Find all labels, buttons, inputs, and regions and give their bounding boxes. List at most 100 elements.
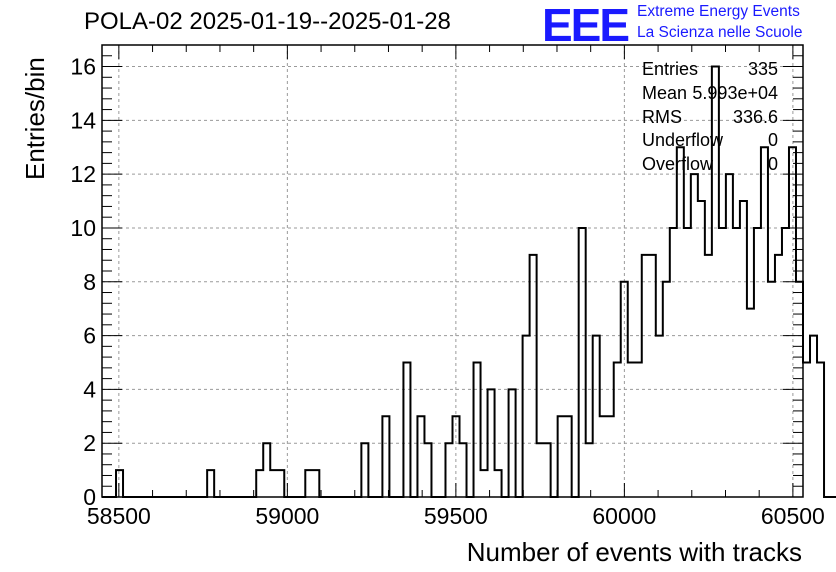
histogram-bin: [361, 443, 368, 497]
histogram-bin: [417, 416, 424, 497]
histogram-bin: [445, 443, 452, 497]
histogram-bin: [600, 416, 607, 497]
y-tick-label: 2: [83, 430, 96, 456]
histogram-bin: [684, 228, 691, 497]
histogram-bin: [116, 470, 123, 497]
stat-name: Overflow: [642, 154, 714, 175]
histogram-bin: [537, 443, 544, 497]
axis-ticks: [102, 45, 803, 498]
logo-line-1: Extreme Energy Events: [637, 3, 800, 20]
x-tick-label: 59500: [424, 503, 488, 529]
histogram-bin: [817, 362, 824, 497]
y-tick-label: 0: [83, 484, 96, 510]
histogram-bin: [460, 443, 467, 497]
histogram-bin: [670, 228, 677, 497]
histogram-bin: [789, 147, 796, 497]
histogram-bin: [403, 362, 410, 497]
histogram-bin: [698, 201, 705, 497]
histogram-bin: [312, 470, 319, 497]
stat-value: 0: [767, 154, 778, 175]
histogram-bin: [277, 470, 284, 497]
histogram-bin: [691, 174, 698, 497]
y-tick-label: 16: [70, 54, 96, 80]
x-tick-label: 60000: [592, 503, 656, 529]
y-tick-label: 12: [70, 161, 96, 187]
y-axis-label: Entries/bin: [20, 57, 50, 180]
stat-row-overflow: Overflow 0: [640, 153, 780, 177]
histogram-bin: [705, 255, 712, 497]
histogram-bin: [810, 336, 817, 497]
histogram-bin: [761, 147, 768, 497]
stat-row-rms: RMS 336.6: [640, 106, 780, 130]
y-tick-label: 6: [83, 323, 96, 349]
histogram-bin: [677, 147, 684, 497]
x-tick-label: 60500: [761, 503, 825, 529]
histogram-bin: [523, 336, 530, 497]
histogram-bin: [607, 416, 614, 497]
stat-row-mean: Mean 5.993e+04: [640, 82, 780, 106]
histogram-bin: [628, 362, 635, 497]
tick-labels: 0 2 4 6 8 10 12 14 16 58500 59000 59500 60000 60500: [70, 54, 824, 529]
stat-name: Mean: [642, 82, 688, 103]
y-tick-label: 4: [83, 376, 96, 402]
histogram-bin: [663, 282, 670, 497]
histogram-bin: [481, 470, 488, 497]
histogram-bin: [768, 282, 775, 497]
stat-name: Underflow: [642, 130, 724, 151]
histogram-bin: [495, 470, 502, 497]
histogram-bin: [579, 228, 586, 497]
histogram-bin: [747, 309, 754, 497]
histogram-bin: [509, 389, 516, 497]
histogram-bin: [649, 255, 656, 497]
histogram-bin: [614, 362, 621, 497]
histogram-bin: [544, 443, 551, 497]
histogram-bin: [719, 228, 726, 497]
stat-row-underflow: Underflow 0: [640, 129, 780, 153]
histogram-bin: [635, 362, 642, 497]
histogram-outline: [102, 65, 836, 498]
x-tick-label: 59000: [255, 503, 319, 529]
x-tick-label: 58500: [87, 503, 151, 529]
logo-line-2: La Scienza nelle Scuole: [637, 24, 803, 41]
stat-value: 336.6: [732, 106, 778, 127]
histogram-bin: [207, 470, 214, 497]
histogram-bin: [256, 470, 263, 497]
stat-value: 335: [747, 59, 778, 79]
histogram-bin: [270, 470, 277, 497]
stat-row-entries: Entries 335: [640, 58, 780, 82]
y-tick-label: 8: [83, 269, 96, 295]
y-tick-label: 14: [70, 107, 96, 133]
histogram-bin: [382, 416, 389, 497]
chart-title: POLA-02 2025-01-19--2025-01-28: [84, 8, 451, 35]
stat-value: 0: [767, 130, 778, 151]
histogram-bin: [305, 470, 312, 497]
histogram-bin: [726, 174, 733, 497]
histogram-bars: [102, 65, 836, 498]
histogram-bin: [642, 255, 649, 497]
histogram-bin: [740, 201, 747, 497]
y-tick-label: 10: [70, 215, 96, 241]
histogram-bin: [586, 443, 593, 497]
histogram-bin: [803, 362, 810, 497]
histogram-bin: [656, 336, 663, 497]
histogram-bin: [263, 443, 270, 497]
stats-box: Entries 335 Mean 5.993e+04 RMS 336.6 Und…: [640, 58, 780, 177]
histogram-bin: [530, 255, 537, 497]
histogram-bin: [754, 228, 761, 497]
histogram-bin: [782, 228, 789, 497]
histogram-bin: [424, 443, 431, 497]
histogram-bin: [621, 282, 628, 497]
stat-name: Entries: [642, 59, 699, 79]
histogram-bin: [565, 416, 572, 497]
histogram-bin: [733, 228, 740, 497]
histogram-bin: [593, 336, 600, 497]
histogram-bin: [558, 416, 565, 497]
histogram-bin: [488, 389, 495, 497]
stat-value: 5.993e+04: [692, 82, 778, 103]
eee-logo-mark: EEE: [542, 0, 630, 51]
stat-name: RMS: [642, 106, 682, 127]
x-axis-label: Number of events with tracks: [466, 537, 802, 567]
histogram-bin: [474, 362, 481, 497]
grid-lines: [102, 45, 803, 497]
